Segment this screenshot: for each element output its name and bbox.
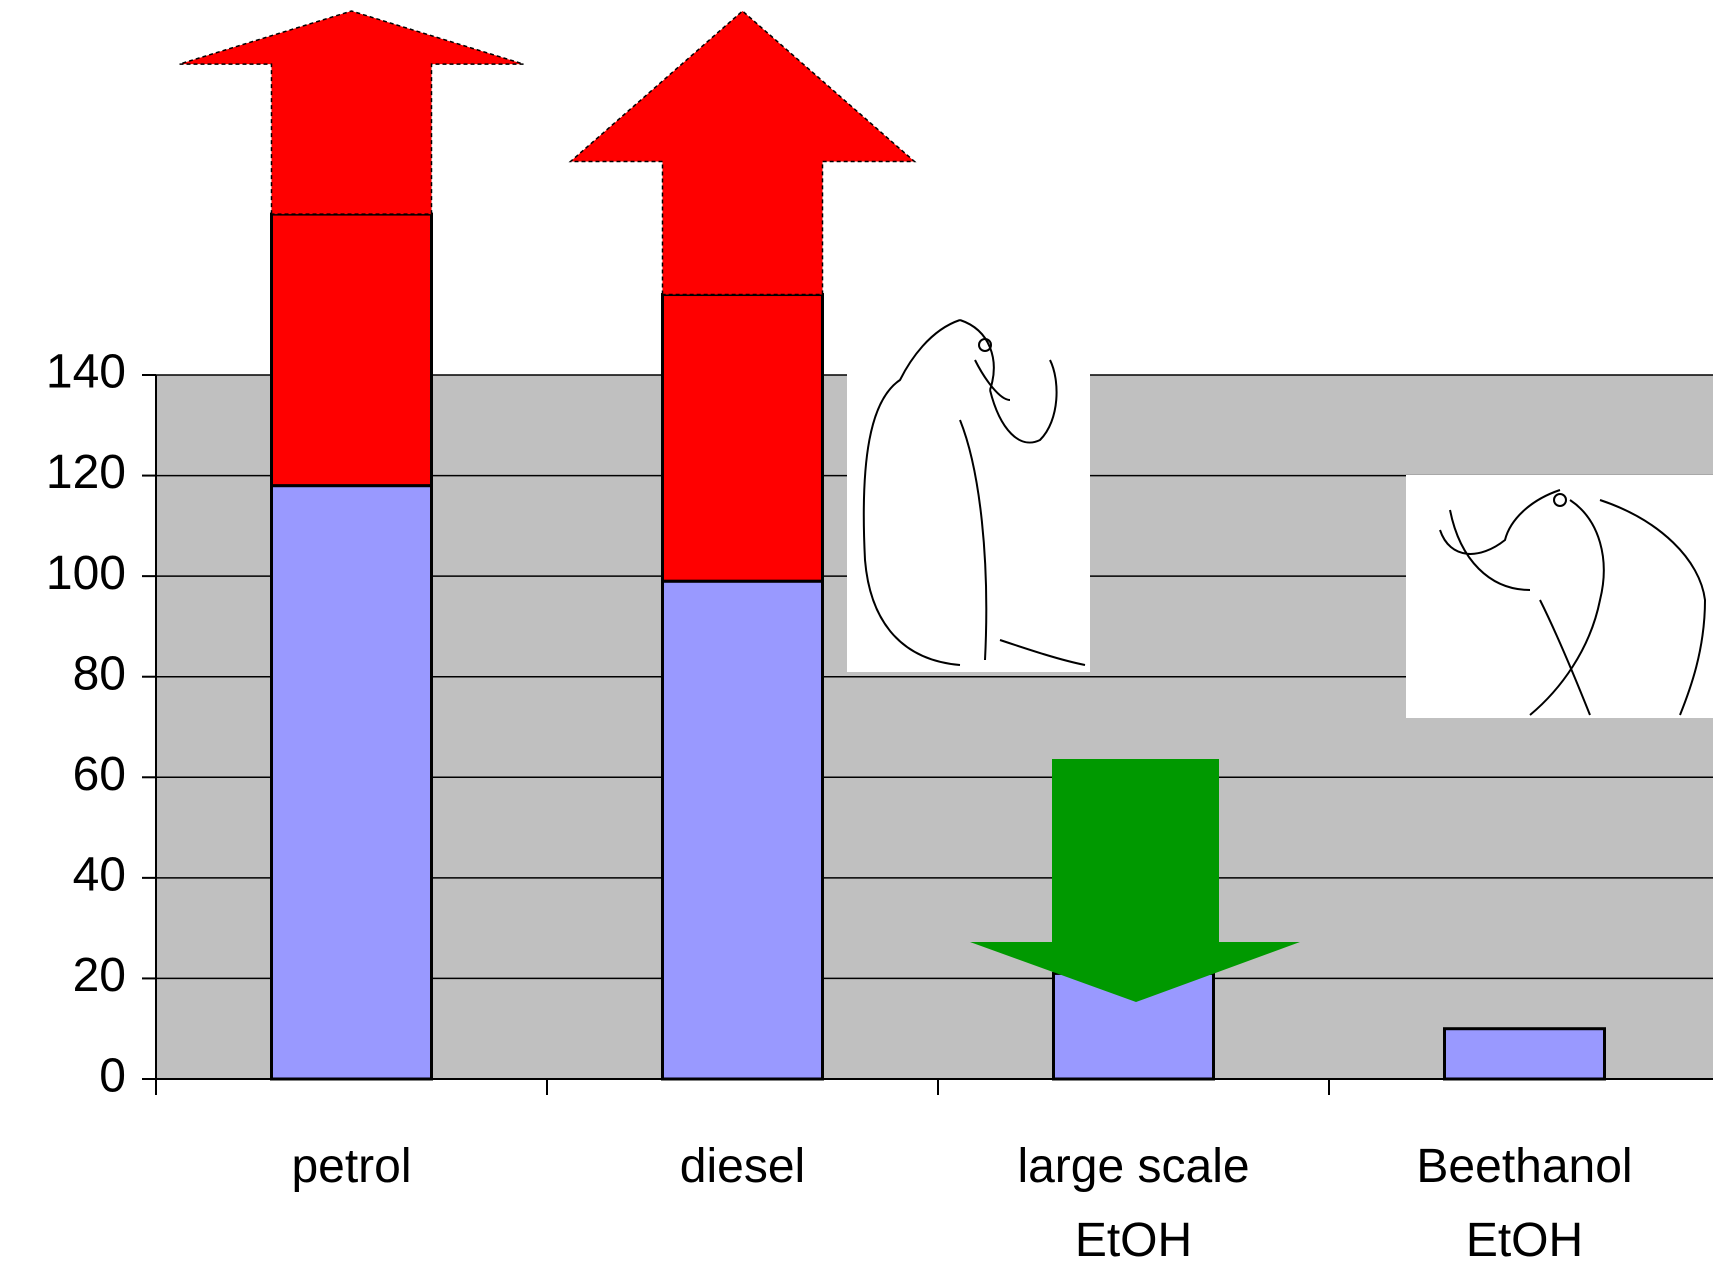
- y-tick-label: 100: [46, 547, 126, 600]
- cartoon: [1406, 475, 1713, 718]
- x-label-box: Beethanol EtOH: [1335, 1130, 1713, 1273]
- cartoon: [847, 308, 1090, 672]
- red-arrow: [180, 11, 524, 214]
- y-tick-label: 60: [73, 748, 126, 801]
- y-tick-label: 80: [73, 647, 126, 700]
- bar: [663, 295, 823, 582]
- red-arrow: [571, 11, 915, 295]
- y-tick-label: 140: [46, 346, 126, 399]
- y-tick-label: 0: [99, 1050, 126, 1103]
- x-label-box: diesel: [553, 1130, 933, 1273]
- x-label-box: large scale EtOH: [944, 1130, 1324, 1273]
- x-tick-label: large scale EtOH: [974, 1130, 1294, 1273]
- y-tick-label: 40: [73, 849, 126, 902]
- x-label-box: petrol: [162, 1130, 542, 1273]
- y-tick-label: 20: [73, 949, 126, 1002]
- bar: [272, 486, 432, 1079]
- bar: [272, 214, 432, 486]
- chart: 0 20 40 60 80 100 120 140 petrol diesel large scal…: [0, 0, 1713, 1273]
- x-tick-label: Beethanol EtOH: [1365, 1130, 1685, 1273]
- y-tick-label: 120: [46, 446, 126, 499]
- x-tick-label: petrol: [192, 1130, 512, 1204]
- bar: [663, 581, 823, 1079]
- x-tick-label: diesel: [583, 1130, 903, 1204]
- bar: [1445, 1029, 1605, 1079]
